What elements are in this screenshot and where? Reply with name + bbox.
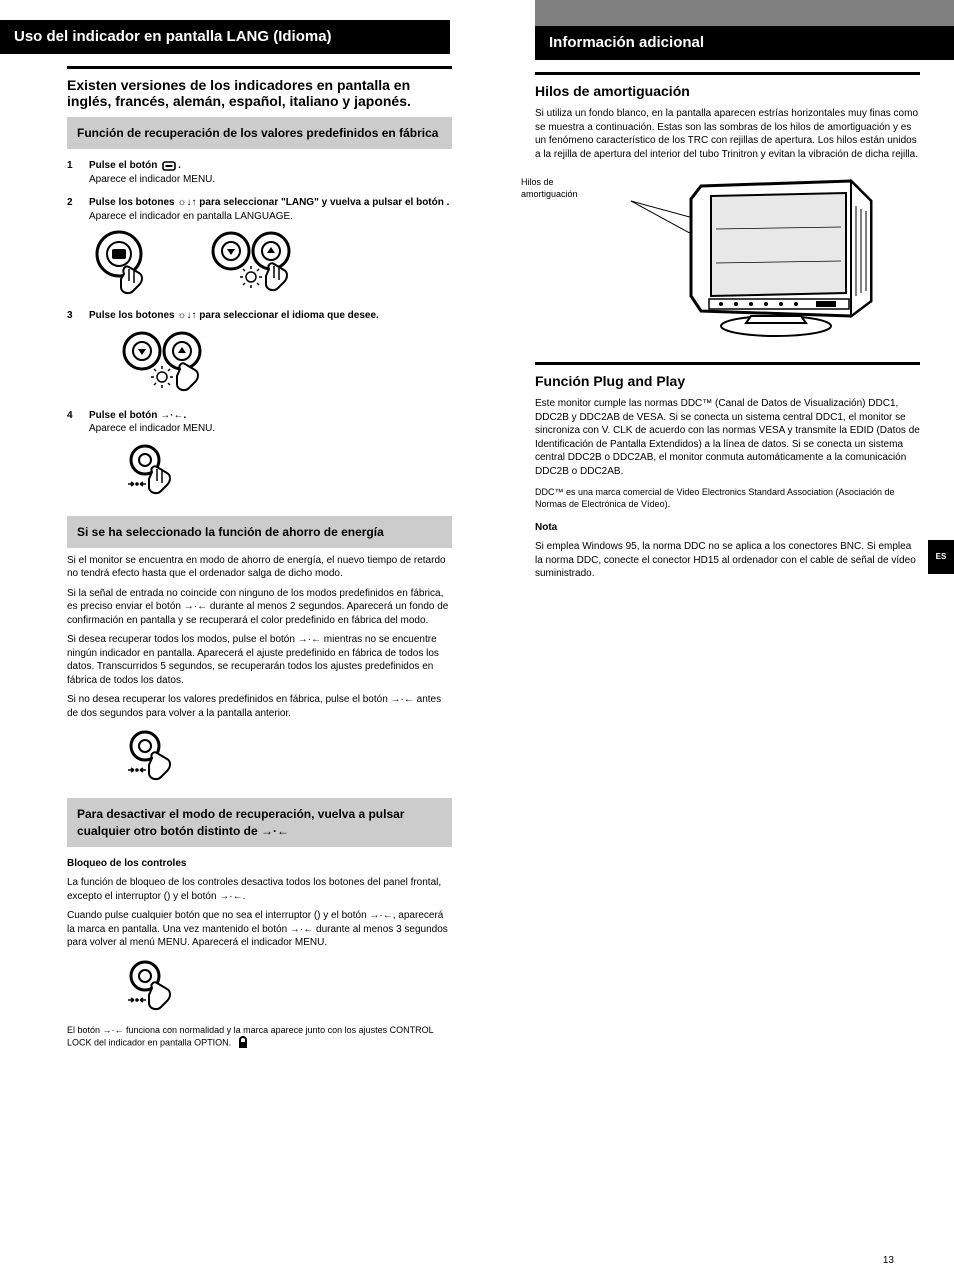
illustration-row-1 <box>89 229 453 299</box>
trademark-note: DDC™ es una marca comercial de Video Ele… <box>535 486 920 510</box>
gray-box-2: Si se ha seleccionado la función de ahor… <box>67 516 452 548</box>
step-4: 4 Pulse el botón →·←. Aparece el indicad… <box>67 409 452 436</box>
language-tab: ES <box>928 540 954 574</box>
lock-icon <box>236 1036 250 1050</box>
reset-button-illustration-3 <box>120 958 453 1018</box>
right-section-header: Información adicional <box>535 26 954 60</box>
body-after-gray2-a: Si el monitor se encuentra en modo de ah… <box>67 554 452 581</box>
left-subtitle: Existen versiones de los indicadores en … <box>67 77 453 109</box>
singlestep-a: Si no desea recuperar los valores predef… <box>67 693 452 720</box>
step-number: 2 <box>67 196 89 223</box>
right-body-2: Este monitor cumple las normas DDC™ (Can… <box>535 397 920 478</box>
step-1-text: Aparece el indicador MENU. <box>89 174 215 185</box>
note-label: Nota <box>535 522 557 533</box>
page-number: 13 <box>883 1255 894 1266</box>
menu-icon <box>162 161 176 171</box>
menu-button-press-illustration <box>89 229 159 299</box>
rule <box>67 66 452 69</box>
rule <box>535 72 920 75</box>
body-after-gray2-1: Si la señal de entrada no coincide con n… <box>67 587 452 628</box>
top-gray-bar <box>535 0 954 26</box>
note-body: Si emplea Windows 95, la norma DDC no se… <box>535 540 920 581</box>
step-4-bold: Pulse el botón →·←. <box>89 410 186 421</box>
step-4-text: Aparece el indicador MENU. <box>89 423 215 434</box>
rule-2 <box>535 362 920 365</box>
step-3-bold: Pulse los botones ☼↓↑ para seleccionar e… <box>89 310 379 321</box>
step-2-text: Aparece el indicador en pantalla LANGUAG… <box>89 211 293 222</box>
step-1: 1 Pulse el botón . Aparece el indicador … <box>67 159 452 186</box>
right-subtitle-2: Función Plug and Play <box>535 373 954 389</box>
reset-button-illustration-1 <box>120 442 453 502</box>
step-2-bold: Pulse los botones ☼↓↑ para seleccionar "… <box>89 197 449 208</box>
footnote: El botón →·← funciona con normalidad y l… <box>67 1024 452 1050</box>
step-3: 3 Pulse los botones ☼↓↑ para seleccionar… <box>67 309 452 323</box>
gray3-title: Para desactivar el modo de recuperación,… <box>77 807 404 837</box>
gray-box-3: Para desactivar el modo de recuperación,… <box>67 798 452 846</box>
reset-button-illustration-2 <box>120 728 453 788</box>
right-body-1: Si utiliza un fondo blanco, en la pantal… <box>535 107 920 161</box>
step-number: 4 <box>67 409 89 436</box>
bloqueo-title: Bloqueo de los controles <box>67 858 186 869</box>
up-down-buttons-illustration <box>209 229 309 299</box>
step-number: 3 <box>67 309 89 323</box>
body-after-gray2-2: Si desea recuperar todos los modos, puls… <box>67 633 452 687</box>
left-section-header: Uso del indicador en pantalla LANG (Idio… <box>0 20 450 54</box>
up-down-illustration-2 <box>120 329 453 399</box>
step-2: 2 Pulse los botones ☼↓↑ para seleccionar… <box>67 196 452 223</box>
text: Función de recuperación de los valores p… <box>77 126 438 140</box>
step-1-bold: Pulse el botón . <box>89 160 181 171</box>
gray2-title: Si se ha seleccionado la función de ahor… <box>77 525 384 539</box>
bloqueo-body: La función de bloqueo de los controles d… <box>67 876 452 903</box>
gray-box-1: Función de recuperación de los valores p… <box>67 117 452 149</box>
monitor-label: Hilos de amortiguación <box>521 176 611 200</box>
right-subtitle-1: Hilos de amortiguación <box>535 83 954 99</box>
step-number: 1 <box>67 159 89 186</box>
bloqueo-step: Cuando pulse cualquier botón que no sea … <box>67 909 452 950</box>
